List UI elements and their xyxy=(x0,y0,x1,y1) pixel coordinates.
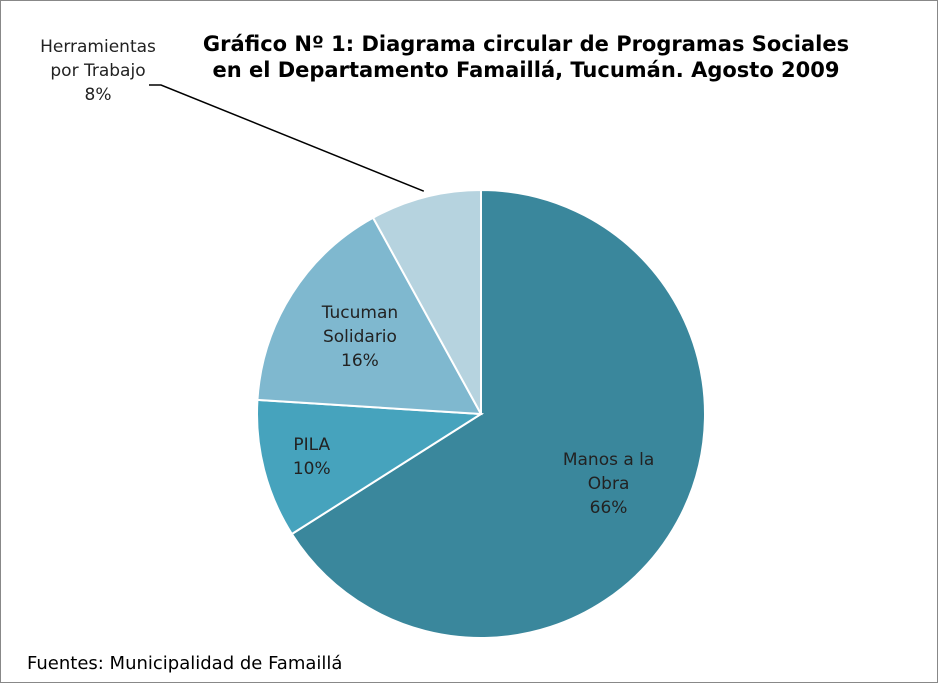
pie-slice xyxy=(371,188,482,415)
category-label: Manos a la Obra xyxy=(562,450,655,495)
value-label: 8% xyxy=(84,85,112,105)
value-label: 10% xyxy=(292,459,331,480)
value-label: 66% xyxy=(589,498,628,519)
leader-line xyxy=(149,84,425,192)
category-label: Tucuman Solidario xyxy=(321,303,399,348)
category-label: PILA xyxy=(293,435,331,456)
pie-slice xyxy=(290,188,706,639)
slice-label: Manos a la Obra 66% xyxy=(554,448,664,520)
slice-label: Herramientas por Trabajo 8% xyxy=(33,35,163,107)
slice-label: Tucuman Solidario 16% xyxy=(295,301,425,373)
slice-label: PILA 10% xyxy=(247,433,377,481)
pie-slice xyxy=(256,398,485,536)
chart-title: Gráfico Nº 1: Diagrama circular de Progr… xyxy=(202,32,850,82)
value-label: 16% xyxy=(341,351,379,372)
pie-slice xyxy=(256,216,483,416)
category-label: Herramientas por Trabajo xyxy=(40,37,156,81)
source-note: Fuentes: Municipalidad de Famaillá xyxy=(27,653,343,674)
